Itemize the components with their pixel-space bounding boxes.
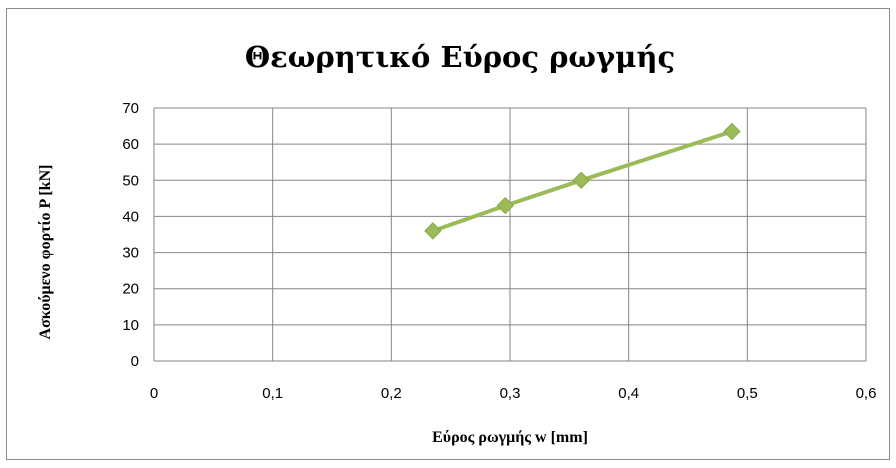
y-tick-label: 50 [122,172,139,189]
y-tick-label: 70 [122,100,139,117]
chart-area [6,8,890,460]
x-tick-label: 0,3 [500,385,521,402]
y-tick-label: 60 [122,136,139,153]
series-line [432,129,733,233]
data-point-marker [723,122,741,141]
x-tick-label: 0,6 [856,385,877,402]
chart-title: Θεωρητικό Εύρος ρωγμής [245,40,675,74]
y-axis-label: Ασκούμενο φορτίο P [kN] [37,165,54,340]
y-tick-label: 40 [122,208,139,225]
grid [153,107,867,362]
y-tick-label: 0 [131,353,139,370]
x-tick-label: 0 [150,385,158,402]
x-tick-label: 0,5 [737,385,758,402]
data-point-marker [572,171,590,189]
y-tick-label: 30 [122,245,139,262]
x-tick-label: 0,4 [618,385,639,402]
y-tick-label: 20 [122,281,139,298]
series [424,122,741,240]
data-point-marker [496,196,514,215]
y-axis-ticks: 0 10 20 30 40 50 60 70 [122,100,139,370]
y-tick-label: 10 [122,317,139,334]
x-axis-ticks: 0 0,1 0,2 0,3 0,4 0,5 0,6 [150,385,877,402]
x-tick-label: 0,1 [262,385,283,402]
x-axis-label: Εύρος ρωγμής w [mm] [432,429,588,446]
data-point-marker [424,222,442,240]
x-tick-label: 0,2 [381,385,402,402]
